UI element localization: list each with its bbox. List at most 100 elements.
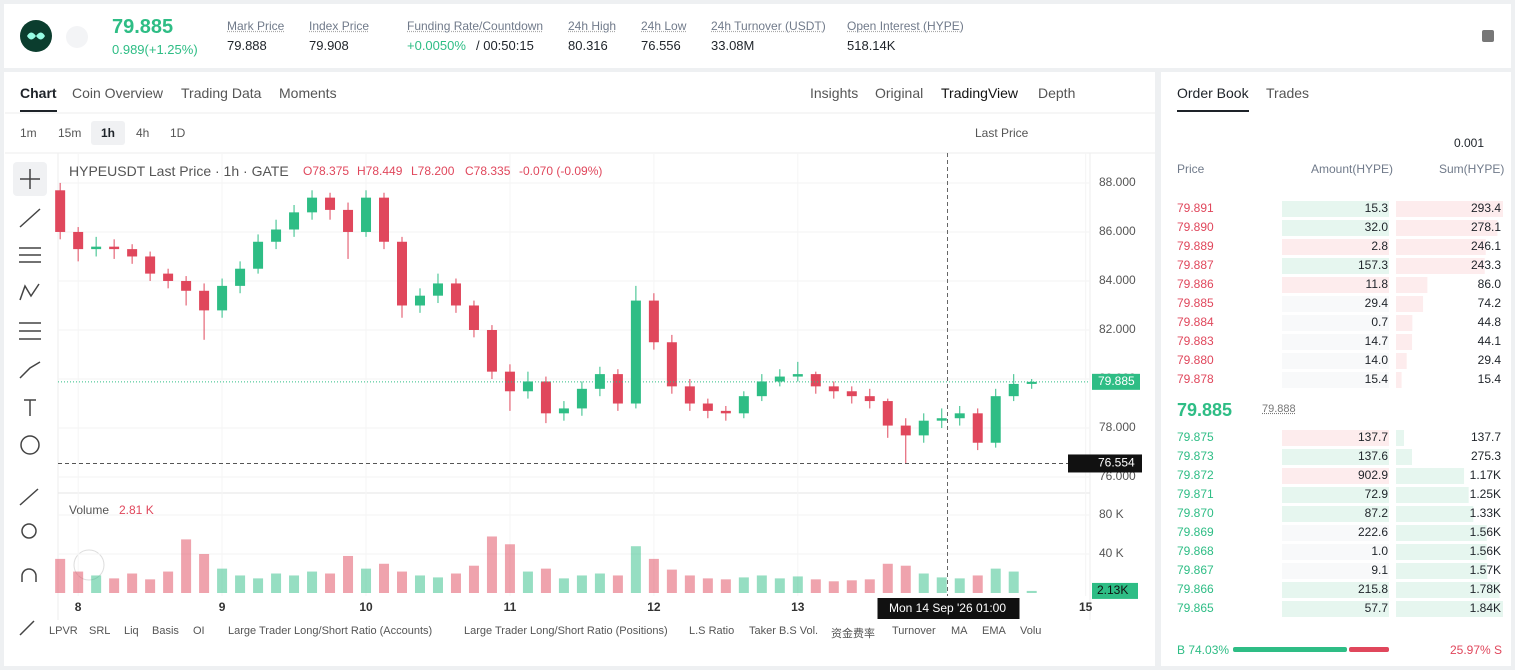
candle-body [828, 386, 839, 392]
indicator[interactable]: LPVR [49, 625, 78, 637]
candle [253, 234, 264, 274]
ob-amount: 2.8 [1371, 239, 1388, 253]
volume-bar [972, 575, 983, 593]
volume-last-label: 2.13K [1097, 583, 1128, 597]
ob-price: 79.886 [1177, 277, 1214, 291]
stat-label: Index Price [309, 19, 370, 33]
indicator[interactable]: Large Trader Long/Short Ratio (Accounts) [228, 625, 433, 637]
candle-body [612, 374, 623, 404]
candle-body [702, 403, 713, 411]
indicator[interactable]: SRL [89, 625, 111, 637]
indicator[interactable]: 资金费率 [831, 628, 875, 640]
indicator[interactable]: Liq [124, 625, 139, 637]
y-tick-label: 78.000 [1099, 420, 1136, 434]
volume-bar [522, 571, 533, 593]
depth-bar [1396, 296, 1424, 312]
precision[interactable]: 0.001 [1454, 136, 1485, 150]
indicator[interactable]: MA [951, 625, 968, 637]
candle [630, 285, 641, 409]
interval[interactable]: 15m [58, 126, 82, 140]
volume-bar [846, 580, 857, 593]
volume-bar [289, 575, 300, 593]
ob-amount: 137.7 [1357, 430, 1388, 444]
ob-sum: 246.1 [1470, 239, 1501, 253]
y-tick-label: 88.000 [1099, 175, 1136, 189]
chart-panel [4, 72, 1155, 666]
volume-bar [397, 571, 407, 593]
settings-icon[interactable] [1482, 30, 1494, 42]
candle-body [720, 410, 731, 414]
indicator[interactable]: Volu [1020, 625, 1042, 637]
candle-body [540, 381, 551, 414]
stat-value: 79.888 [227, 38, 267, 53]
interval[interactable]: 1m [20, 126, 37, 140]
last-price-label: 79.885 [1098, 374, 1135, 388]
ob-price: 79.867 [1177, 563, 1214, 577]
view-tab[interactable]: TradingView [941, 85, 1019, 101]
volume-bar [486, 536, 497, 593]
ob-mid: 79.885 [1177, 400, 1233, 420]
candle [109, 239, 120, 259]
indicator[interactable]: Basis [152, 625, 179, 637]
depth-bar [1396, 372, 1402, 388]
ob-amount: 137.6 [1357, 449, 1388, 463]
volume-current: 2.81 K [119, 503, 154, 517]
volume-bar [558, 578, 569, 593]
ob-sum: 293.4 [1470, 201, 1501, 215]
tab[interactable]: Chart [20, 85, 57, 112]
favorite[interactable] [66, 26, 88, 48]
stat-label: 24h Turnover (USDT) [711, 19, 826, 33]
candle-body [648, 300, 659, 343]
indicator[interactable]: Turnover [892, 625, 936, 637]
volume-bar [864, 579, 875, 593]
candle-body [918, 420, 929, 436]
ob-tab[interactable]: Order Book [1177, 85, 1249, 112]
interval[interactable]: 1D [170, 126, 186, 140]
candle [432, 273, 443, 304]
view-tab[interactable]: Original [875, 85, 924, 101]
interval[interactable]: 1h [101, 126, 116, 140]
ob-tab[interactable]: Trades [1266, 85, 1310, 101]
ob-sum: 86.0 [1477, 277, 1501, 291]
volume-last-tag [1092, 582, 1138, 599]
tab[interactable]: Coin Overview [72, 85, 164, 101]
candle [666, 334, 677, 394]
ob-price: 79.880 [1177, 353, 1214, 367]
candle [307, 190, 318, 220]
tab[interactable]: Trading Data [181, 85, 262, 101]
candle [504, 364, 515, 411]
candle [864, 388, 875, 409]
indicator[interactable]: Large Trader Long/Short Ratio (Positions… [464, 625, 668, 637]
candle-body [235, 268, 246, 286]
depth-bar [1396, 353, 1407, 369]
stat-value: 79.908 [309, 38, 349, 53]
price-type[interactable]: Last Price [975, 126, 1029, 140]
candle-body [486, 329, 497, 372]
ob-amount: 87.2 [1364, 506, 1388, 520]
candle [972, 408, 983, 451]
ob-header: Price [1177, 162, 1205, 176]
candle [702, 398, 713, 419]
candle [361, 190, 372, 237]
indicator[interactable]: L.S Ratio [689, 625, 735, 637]
candle-body [271, 229, 282, 242]
view-tab[interactable]: Depth [1038, 85, 1076, 101]
indicator[interactable]: OI [193, 625, 205, 637]
candle [145, 251, 156, 281]
depth-bar [1396, 544, 1487, 560]
tab[interactable]: Moments [279, 85, 337, 101]
x-tick-label: 10 [359, 600, 373, 614]
indicator[interactable]: EMA [982, 625, 1006, 637]
volume-bar [936, 577, 947, 593]
ob-amount: 57.7 [1364, 601, 1388, 615]
view-tab[interactable]: Insights [810, 85, 859, 101]
depth-bar [1396, 315, 1413, 331]
candle-body [900, 425, 911, 436]
indicator[interactable]: Taker B.S Vol. [749, 625, 819, 637]
ob-sum: 1.84K [1469, 601, 1501, 615]
volume-bar [307, 571, 318, 593]
y-tick-label: 86.000 [1099, 224, 1136, 238]
candle [936, 408, 947, 429]
volume-bar [217, 568, 228, 593]
interval[interactable]: 4h [136, 126, 150, 140]
